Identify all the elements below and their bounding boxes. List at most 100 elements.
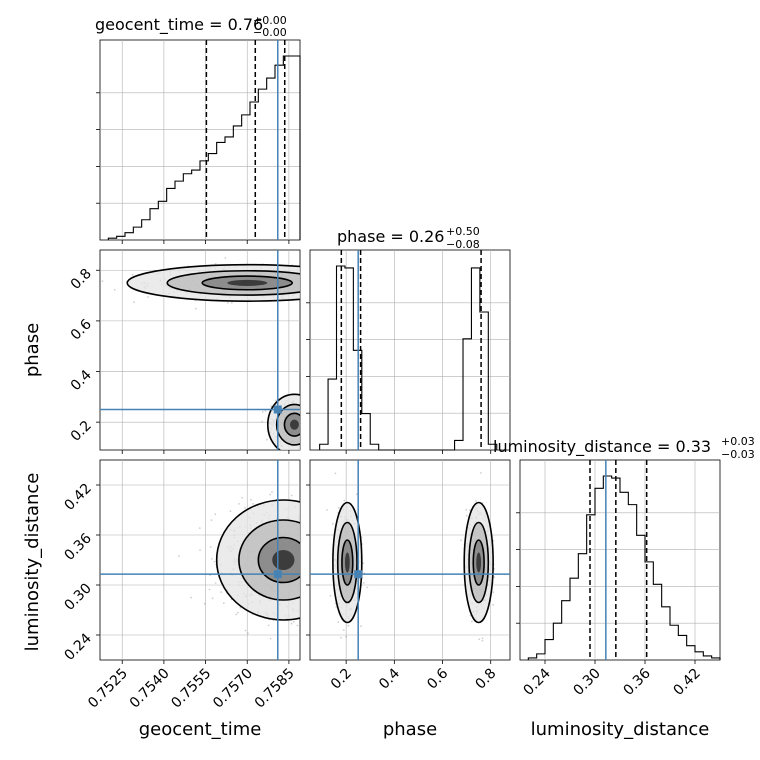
sample-point — [113, 288, 116, 291]
sample-point — [362, 582, 365, 584]
contour-line — [275, 403, 300, 446]
sample-point — [493, 576, 496, 579]
plot-frame — [519, 459, 721, 661]
x-tick-label: 0.42 — [670, 666, 703, 699]
sample-point — [235, 613, 238, 616]
sample-point — [492, 591, 495, 594]
sample-point — [292, 620, 295, 623]
y-axis-label: luminosity_distance — [22, 473, 43, 652]
histogram-step — [527, 475, 721, 660]
sample-point — [347, 624, 350, 627]
sample-point — [290, 622, 293, 625]
y-tick-label: 0.8 — [68, 266, 95, 293]
sample-point — [131, 273, 134, 276]
panel-title: luminosity_distance = 0.33 — [493, 437, 711, 457]
title-subscript: −0.00 — [253, 26, 287, 39]
y-tick-label: 0.30 — [61, 581, 94, 614]
density-level — [476, 552, 482, 573]
contour-line — [336, 521, 358, 604]
contour-line — [257, 536, 300, 584]
sample-point — [478, 638, 481, 641]
x-tick-label: 0.24 — [520, 665, 553, 698]
sample-point — [250, 498, 252, 501]
sample-point — [343, 499, 346, 502]
sample-point — [178, 555, 180, 557]
contour-line — [238, 519, 300, 601]
x-tick-label: 0.7585 — [252, 666, 298, 712]
panel-geocent-time-histogram: geocent_time = 0.76 +0.00 −0.00 — [95, 14, 301, 244]
sample-point — [360, 625, 362, 628]
sample-point — [296, 624, 299, 627]
contour-line — [332, 501, 363, 624]
x-tick-label: 0.7555 — [168, 666, 214, 712]
y-tick-label: 0.2 — [68, 418, 95, 445]
sample-point — [247, 632, 249, 635]
density-level — [272, 550, 295, 570]
density-level — [227, 279, 268, 286]
sample-point — [214, 263, 217, 265]
sample-point — [326, 509, 328, 511]
sample-point — [211, 558, 213, 560]
sample-point — [199, 549, 201, 551]
sample-point — [362, 562, 365, 565]
sample-point — [331, 523, 334, 525]
sample-point — [244, 629, 247, 632]
y-tick-label: 0.6 — [68, 316, 95, 343]
sample-point — [238, 503, 240, 505]
sample-point — [208, 588, 211, 591]
sample-point — [264, 410, 267, 412]
sample-point — [194, 307, 197, 310]
x-tick-label: 0.30 — [570, 666, 603, 699]
y-tick-label: 0.4 — [68, 367, 95, 394]
y-tick-label: 0.42 — [61, 481, 94, 514]
x-tick-label: 0.7570 — [210, 666, 256, 712]
x-axis-label: luminosity_distance — [531, 719, 710, 740]
sample-point — [203, 602, 206, 605]
sample-point — [269, 493, 272, 496]
sample-point — [460, 539, 462, 542]
sample-point — [101, 280, 104, 282]
contour-line — [283, 412, 300, 437]
sample-point — [465, 514, 468, 517]
sample-point — [334, 472, 337, 475]
truth-marker — [273, 405, 282, 414]
sample-point — [465, 508, 468, 511]
x-tick-label: 0.2 — [328, 666, 355, 693]
sample-point — [475, 500, 477, 502]
contour-line — [472, 539, 485, 586]
x-axis-label: geocent_time — [139, 719, 262, 740]
sample-point — [210, 519, 213, 521]
y-axis-label: phase — [22, 323, 43, 377]
x-tick-label: 0.4 — [376, 665, 403, 692]
title-superscript: +0.00 — [253, 14, 287, 27]
sample-point — [214, 513, 217, 516]
contour-line — [341, 539, 354, 586]
sample-point — [469, 509, 471, 512]
panel-title: phase = 0.26 — [337, 227, 444, 246]
sample-point — [481, 639, 484, 642]
histogram-step — [319, 265, 498, 451]
sample-point — [342, 629, 345, 631]
density-level — [290, 419, 299, 430]
sample-point — [266, 438, 268, 441]
sample-point — [241, 496, 244, 499]
sample-point — [334, 602, 337, 605]
sample-point — [227, 302, 229, 304]
panel-title: geocent_time = 0.76 — [95, 15, 263, 35]
sample-point — [337, 621, 340, 623]
sample-point — [236, 611, 239, 614]
sample-point — [213, 560, 216, 563]
sample-point — [329, 594, 332, 597]
truth-marker — [273, 570, 282, 579]
contour-line — [201, 275, 294, 291]
contour-line — [126, 263, 300, 302]
x-tick-label: 0.7525 — [85, 666, 131, 712]
sample-point — [471, 620, 473, 623]
plot-frame — [309, 459, 511, 661]
sample-point — [230, 301, 233, 304]
sample-point — [224, 257, 227, 259]
sample-point — [345, 635, 347, 638]
sample-point — [492, 603, 494, 606]
sample-point — [290, 494, 293, 497]
